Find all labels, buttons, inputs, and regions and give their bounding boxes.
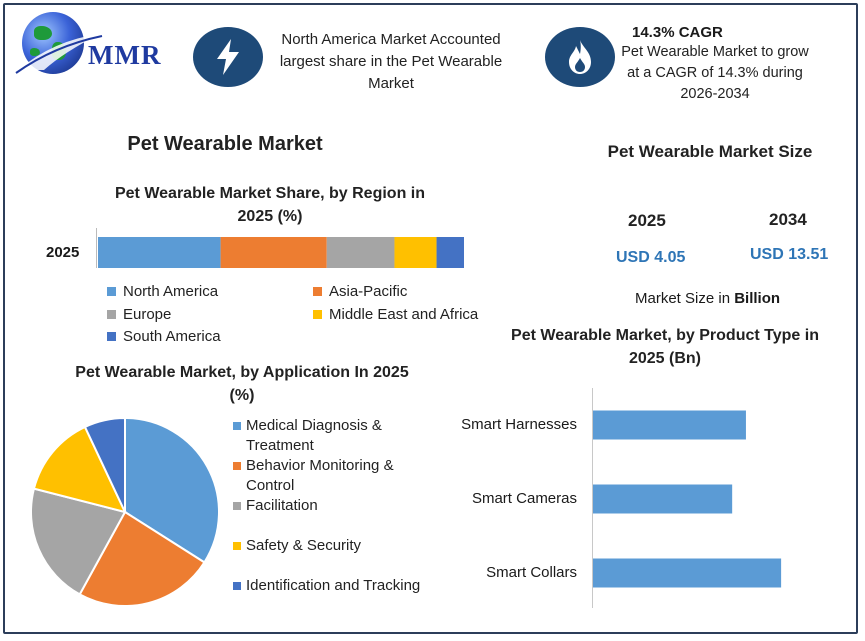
pie-slice-4: [83, 416, 126, 513]
pie-slice-1: [78, 510, 206, 607]
cagr-title: 14.3% CAGR: [632, 24, 723, 41]
region-segment-asia-pacific: [220, 237, 327, 268]
legend-europe: Europe: [107, 306, 171, 323]
pie-legend-safety: Safety & Security: [233, 536, 416, 556]
product-label-harnesses: Smart Harnesses: [461, 416, 577, 433]
application-chart-title: Pet Wearable Market, by Application In 2…: [75, 364, 409, 404]
pie-legend-behavior: Behavior Monitoring & Control: [233, 456, 416, 496]
market-value-2034: USD 13.51: [750, 246, 829, 263]
product-label-collars: Smart Collars: [486, 564, 577, 581]
pie-legend-medical: Medical Diagnosis & Treatment: [233, 416, 416, 456]
year-2034: 2034: [769, 210, 807, 229]
region-bar-label: 2025: [46, 244, 80, 261]
product-axis-line: [592, 388, 593, 608]
flame-icon: [545, 27, 615, 87]
region-segment-middle-east-and-africa: [394, 237, 437, 268]
logo-text: MMR: [88, 40, 162, 70]
application-pie-chart: [30, 416, 220, 607]
year-2025: 2025: [628, 211, 666, 230]
pie-slice-2: [30, 487, 127, 596]
logo-swoosh-icon: [15, 34, 103, 74]
legend-asia-pacific: Asia-Pacific: [313, 283, 407, 300]
region-segment-south-america: [436, 237, 464, 268]
cagr-text: Pet Wearable Market to grow at a CAGR of…: [621, 44, 809, 102]
product-bar-smart-cameras: [593, 484, 733, 514]
highlight-text: North America Market Accounted largest s…: [279, 31, 503, 92]
region-axis-line: [96, 228, 97, 268]
legend-north-america: North America: [107, 283, 218, 300]
product-bar-smart-collars: [593, 558, 782, 588]
product-label-cameras: Smart Cameras: [471, 490, 577, 507]
product-bar-smart-harnesses: [593, 410, 746, 440]
pie-legend-facilitation: Facilitation: [233, 496, 416, 516]
legend-south-america: South America: [107, 328, 221, 345]
market-size-note: Market Size in Billion: [635, 290, 781, 307]
product-bar-chart: [593, 410, 782, 588]
pie-slice-3: [32, 425, 127, 514]
legend-middle-east-africa: Middle East and Africa: [313, 306, 478, 323]
region-segment-north-america: [98, 237, 221, 268]
region-stacked-bar: [98, 237, 464, 268]
infographic-frame: [3, 3, 858, 634]
market-size-title: Pet Wearable Market Size: [607, 142, 813, 161]
region-chart-title: Pet Wearable Market Share, by Region in …: [114, 185, 426, 225]
pie-legend-identification: Identification and Tracking: [233, 576, 436, 596]
region-segment-europe: [326, 237, 395, 268]
lightning-icon: [193, 27, 263, 87]
market-value-2025: USD 4.05: [616, 249, 686, 266]
main-title: Pet Wearable Market: [127, 133, 323, 155]
product-chart-title: Pet Wearable Market, by Product Type in …: [511, 327, 819, 367]
